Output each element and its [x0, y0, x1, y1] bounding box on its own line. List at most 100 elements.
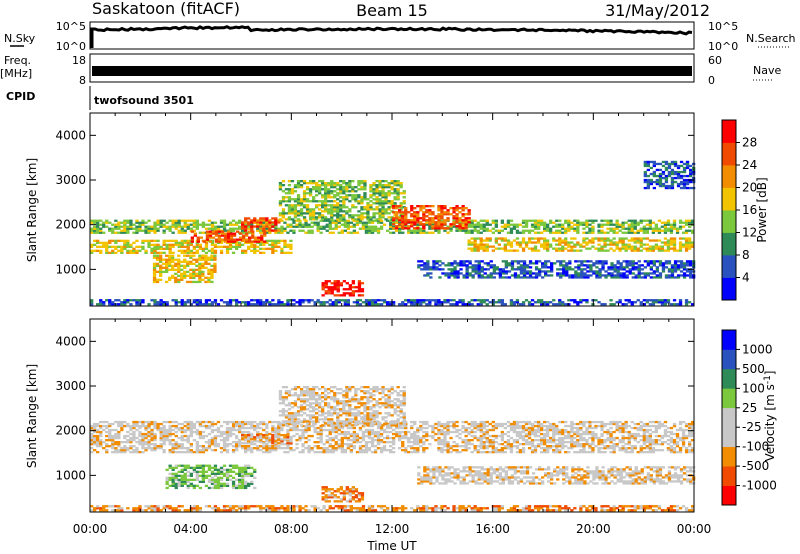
heatmap-cell [327, 212, 331, 215]
heatmap-cell [180, 231, 184, 234]
heatmap-cell [324, 216, 328, 219]
heatmap-cell [144, 229, 148, 232]
heatmap-cell [586, 274, 590, 277]
heatmap-cell [467, 432, 471, 436]
heatmap-cell [628, 264, 632, 267]
heatmap-cell [168, 229, 172, 232]
heatmap-cell [512, 227, 517, 230]
heatmap-cell [369, 200, 373, 203]
heatmap-cell [318, 214, 322, 217]
heatmap-cell [358, 303, 363, 306]
heatmap-cell [482, 299, 486, 302]
heatmap-cell [464, 221, 468, 224]
heatmap-cell [648, 249, 652, 252]
heatmap-cell [395, 432, 399, 436]
heatmap-cell [180, 301, 184, 304]
heatmap-cell [658, 176, 663, 180]
heatmap-cell [225, 301, 230, 304]
heatmap-cell [256, 447, 260, 450]
heatmap-cell [446, 420, 450, 424]
heatmap-cell [395, 225, 399, 228]
heatmap-cell [398, 221, 402, 224]
heatmap-cell [241, 249, 245, 252]
heatmap-cell [138, 221, 142, 224]
heatmap-cell [248, 238, 252, 241]
heatmap-cell [195, 268, 199, 271]
heatmap-cell [222, 420, 227, 424]
heatmap-cell [96, 445, 100, 448]
heatmap-cell [396, 182, 400, 185]
heatmap-cell [580, 276, 584, 279]
heatmap-cell [670, 276, 675, 279]
heatmap-cell [201, 272, 205, 275]
heatmap-cell [627, 299, 631, 302]
heatmap-cell [652, 170, 656, 174]
heatmap-cell [265, 225, 269, 228]
heatmap-cell [646, 260, 650, 263]
heatmap-cell [461, 424, 465, 428]
heatmap-cell [186, 223, 190, 226]
heatmap-cell [407, 441, 411, 444]
heatmap-cell [419, 229, 423, 232]
heatmap-cell [155, 254, 160, 257]
heatmap-cell [396, 188, 400, 191]
heatmap-cell [591, 245, 595, 248]
heatmap-cell [304, 436, 308, 440]
heatmap-cell [678, 303, 683, 306]
heatmap-cell [292, 303, 296, 306]
heatmap-cell [643, 164, 647, 168]
heatmap-cell [381, 190, 385, 193]
heatmap-cell [354, 206, 358, 209]
heatmap-cell [174, 451, 178, 454]
heatmap-cell [509, 243, 514, 246]
heatmap-cell [482, 223, 486, 226]
heatmap-cell [689, 170, 693, 174]
heatmap-cell [305, 204, 310, 207]
heatmap-cell [301, 301, 305, 304]
heatmap-cell [431, 227, 435, 230]
heatmap-cell [574, 260, 578, 263]
heatmap-cell [528, 272, 533, 275]
heatmap-cell [689, 168, 693, 172]
heatmap-cell [455, 301, 459, 304]
heatmap-cell [491, 231, 495, 234]
heatmap-cell [327, 204, 331, 207]
heatmap-cell [342, 214, 346, 217]
heatmap-cell [117, 299, 121, 302]
heatmap-cell [129, 303, 133, 306]
heatmap-cell [357, 202, 361, 205]
heatmap-cell [153, 231, 157, 234]
heatmap-cell [398, 231, 402, 234]
heatmap-cell [316, 229, 320, 232]
heatmap-cell [180, 434, 184, 438]
heatmap-cell [497, 237, 501, 240]
heatmap-cell [281, 210, 286, 213]
heatmap-cell [159, 254, 163, 257]
heatmap-cell [381, 204, 385, 207]
heatmap-cell [416, 451, 420, 454]
heatmap-cell [235, 443, 239, 446]
heatmap-cell [681, 245, 686, 248]
heatmap-cell [180, 422, 184, 426]
heatmap-cell [231, 445, 236, 448]
heatmap-cell [597, 243, 601, 246]
heatmap-cell [678, 227, 683, 230]
heatmap-cell [120, 245, 124, 248]
heatmap-cell [302, 194, 307, 197]
heatmap-cell [498, 270, 502, 273]
heatmap-cell [382, 223, 387, 226]
heatmap-cell [470, 247, 474, 250]
heatmap-cell [204, 280, 208, 284]
heatmap-cell [512, 249, 517, 252]
heatmap-cell [333, 204, 337, 207]
heatmap-cell [337, 432, 341, 436]
heatmap-cell [491, 299, 495, 302]
heatmap-cell [504, 260, 508, 263]
heatmap-cell [604, 270, 608, 273]
heatmap-cell [628, 262, 632, 265]
heatmap-cell [410, 436, 414, 440]
heatmap-cell [198, 256, 202, 259]
heatmap-cell [367, 299, 372, 302]
heatmap-cell [301, 428, 305, 432]
heatmap-cell [333, 184, 337, 187]
